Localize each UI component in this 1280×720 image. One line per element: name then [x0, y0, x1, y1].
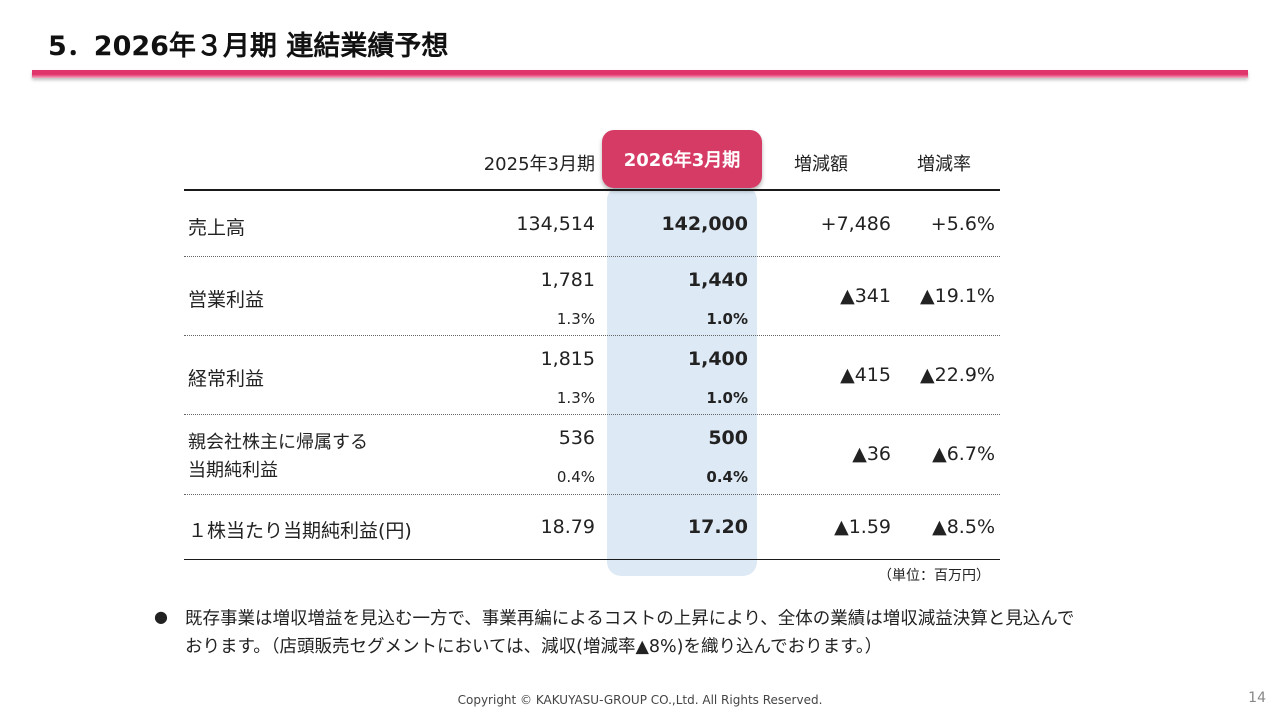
row-divider [184, 414, 1000, 415]
operating-income-diff: ▲341 [840, 285, 891, 307]
net-margin-prev: 0.4% [556, 468, 595, 486]
row-label-net-income-line1: 親会社株主に帰属する [188, 432, 368, 453]
forecast-column-highlight [607, 186, 757, 576]
table-bottom-rule [184, 559, 1000, 560]
row-label-ordinary-income: 経常利益 [188, 368, 265, 390]
operating-income-prev: 1,781 [540, 269, 595, 291]
operating-income-rate: ▲19.1% [920, 285, 995, 307]
operating-income-forecast: 1,440 [687, 269, 748, 291]
row-divider [184, 494, 1000, 495]
copyright-footer: Copyright © KAKUYASU-GROUP CO.,Ltd. All … [457, 693, 823, 707]
eps-prev: 18.79 [540, 516, 595, 538]
net-income-rate: ▲6.7% [932, 443, 995, 465]
header-forecast-year: 2026年3月期 [602, 130, 762, 188]
header-diff: 増減額 [794, 154, 848, 175]
eps-diff: ▲1.59 [834, 516, 891, 538]
title-underline [32, 70, 1248, 78]
header-prev-year: 2025年3月期 [483, 154, 595, 175]
row-divider [184, 256, 1000, 257]
net-margin-forecast: 0.4% [706, 468, 748, 486]
sales-prev: 134,514 [516, 213, 595, 235]
bullet-icon: ● [154, 607, 168, 626]
row-label-eps: １株当たり当期純利益(円) [188, 520, 412, 542]
commentary-text: 既存事業は増収増益を見込む一方で、事業再編によるコストの上昇により、全体の業績は… [185, 609, 1075, 657]
eps-rate: ▲8.5% [932, 516, 995, 538]
row-divider [184, 335, 1000, 336]
net-income-diff: ▲36 [852, 443, 891, 465]
table-top-rule [184, 189, 1000, 191]
page-title: 5．2026年３月期 連結業績予想 [48, 31, 449, 62]
sales-forecast: 142,000 [661, 213, 748, 235]
sales-diff: +7,486 [820, 213, 891, 235]
ordinary-margin-forecast: 1.0% [706, 389, 748, 407]
row-label-operating-income: 営業利益 [188, 289, 265, 311]
ordinary-income-prev: 1,815 [540, 348, 595, 370]
row-label-sales: 売上高 [188, 217, 246, 239]
operating-margin-forecast: 1.0% [706, 310, 748, 328]
net-income-forecast: 500 [708, 427, 748, 449]
row-label-net-income-line2: 当期純利益 [188, 460, 278, 481]
header-rate: 増減率 [917, 154, 971, 175]
ordinary-income-rate: ▲22.9% [920, 364, 995, 386]
ordinary-margin-prev: 1.3% [556, 389, 595, 407]
operating-margin-prev: 1.3% [556, 310, 595, 328]
unit-note: （単位：百万円） [878, 568, 990, 584]
net-income-prev: 536 [558, 427, 595, 449]
ordinary-income-diff: ▲415 [840, 364, 891, 386]
ordinary-income-forecast: 1,400 [687, 348, 748, 370]
sales-rate: +5.6% [930, 213, 995, 235]
eps-forecast: 17.20 [687, 516, 748, 538]
page-number: 14 [1248, 690, 1266, 706]
